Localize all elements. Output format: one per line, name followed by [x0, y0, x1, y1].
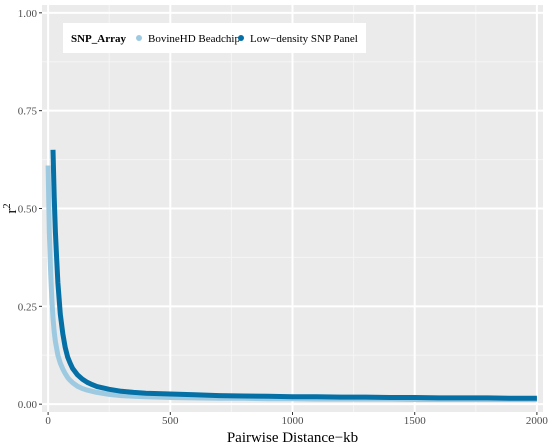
y-tick-label: 0.00 [18, 399, 38, 411]
x-tick-label: 1000 [282, 415, 305, 427]
y-tick-label: 0.50 [18, 204, 38, 216]
series-line-2 [50, 149, 537, 401]
major-gridlines [42, 5, 543, 412]
series-layer [45, 149, 537, 402]
x-tick-label: 0 [45, 415, 51, 427]
legend-label-1: BovineHD Beadchip [148, 33, 240, 45]
y-axis-title-superscript: 2 [2, 204, 13, 209]
legend-background [63, 23, 366, 53]
legend-key-2 [238, 35, 244, 41]
y-axis-title: r2 [2, 204, 20, 214]
legend: SNP_Array BovineHD Beadchip Low−density S… [63, 23, 366, 53]
x-tick-label: 1500 [404, 415, 427, 427]
x-axis-ticks: 0 500 1000 1500 2000 [45, 412, 548, 427]
y-axis-ticks: 0.00 0.25 0.50 0.75 1.00 [18, 8, 42, 411]
x-tick-label: 2000 [526, 415, 549, 427]
y-tick-label: 0.25 [18, 301, 38, 313]
legend-key-1 [136, 35, 142, 41]
y-tick-label: 0.75 [18, 106, 38, 118]
x-axis-title: Pairwise Distance−kb [227, 430, 358, 446]
x-tick-label: 500 [162, 415, 179, 427]
y-tick-label: 1.00 [18, 8, 38, 20]
y-axis-title-base: r [4, 209, 20, 214]
legend-entries: BovineHD Beadchip Low−density SNP Panel [136, 33, 358, 45]
legend-label-2: Low−density SNP Panel [250, 33, 358, 45]
legend-title: SNP_Array [71, 33, 126, 45]
